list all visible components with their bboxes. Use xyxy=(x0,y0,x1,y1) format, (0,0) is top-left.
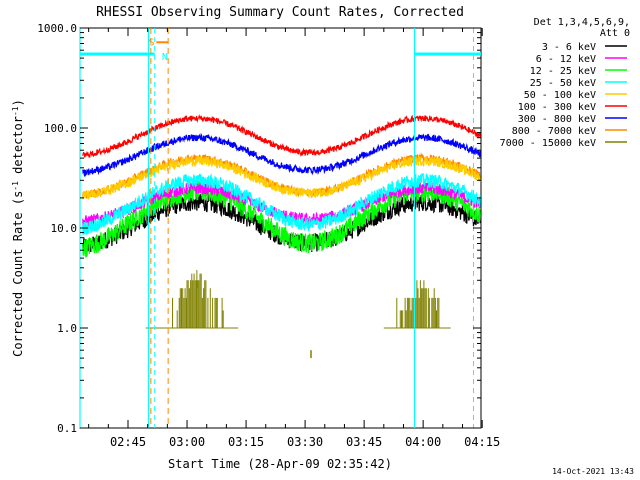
legend-label: 7000 - 15000 keV xyxy=(500,138,596,149)
legend-label: 300 - 800 keV xyxy=(518,114,596,125)
flag-letter-N: N xyxy=(162,52,168,63)
legend-label: 12 - 25 keV xyxy=(530,66,596,77)
legend-label: 6 - 12 keV xyxy=(536,54,596,65)
y-tick-label: 1000.0 xyxy=(37,22,77,35)
timestamp: 14-Oct-2021 13:43 xyxy=(552,467,634,476)
y-tick-label: 100.0 xyxy=(44,122,77,135)
y-tick-label: 1.0 xyxy=(57,322,77,335)
legend-label: 25 - 50 keV xyxy=(530,78,596,89)
x-tick-label: 04:00 xyxy=(405,435,441,449)
y-axis-label-mid: detector xyxy=(11,116,25,181)
legend-label: 50 - 100 keV xyxy=(524,90,596,101)
y-axis-label-sup1: -1 xyxy=(11,181,20,191)
legend-label: 100 - 300 keV xyxy=(518,102,596,113)
flag-letter-S: S xyxy=(148,37,154,48)
legend-label: 3 - 6 keV xyxy=(542,42,596,53)
series-bins-highest-energy xyxy=(172,273,440,328)
legend-label: 800 - 7000 keV xyxy=(512,126,596,137)
y-axis-label-end: ) xyxy=(11,99,25,106)
y-axis: 0.1 1.0 10.0 100.0 1000.0 xyxy=(37,22,481,435)
x-tick-label: 02:45 xyxy=(110,435,146,449)
legend-header-line-2: Att 0 xyxy=(600,28,630,39)
series-line-3 xyxy=(82,172,481,235)
x-tick-label: 03:00 xyxy=(169,435,205,449)
chart-title: RHESSI Observing Summary Count Rates, Co… xyxy=(96,5,464,20)
x-tick-label: 03:45 xyxy=(346,435,382,449)
x-tick-label: 04:15 xyxy=(464,435,500,449)
plot-content: SN xyxy=(79,28,481,428)
x-tick-label: 03:15 xyxy=(228,435,264,449)
y-axis-label: Corrected Count Rate (s-1 detector-1) xyxy=(11,99,25,357)
plot-frame xyxy=(79,27,482,429)
y-axis-label-main: Corrected Count Rate (s xyxy=(11,191,25,357)
y-tick-label: 10.0 xyxy=(51,222,78,235)
y-tick-label: 0.1 xyxy=(57,422,77,435)
legend-header-line-1: Det 1,3,4,5,6,9, xyxy=(534,17,630,28)
x-axis: 02:45 03:00 03:15 03:30 03:45 04:00 04:15 xyxy=(88,28,500,449)
x-tick-label: 03:30 xyxy=(287,435,323,449)
y-axis-label-sup2: -1 xyxy=(11,106,20,116)
x-axis-label: Start Time (28-Apr-09 02:35:42) xyxy=(168,457,392,471)
